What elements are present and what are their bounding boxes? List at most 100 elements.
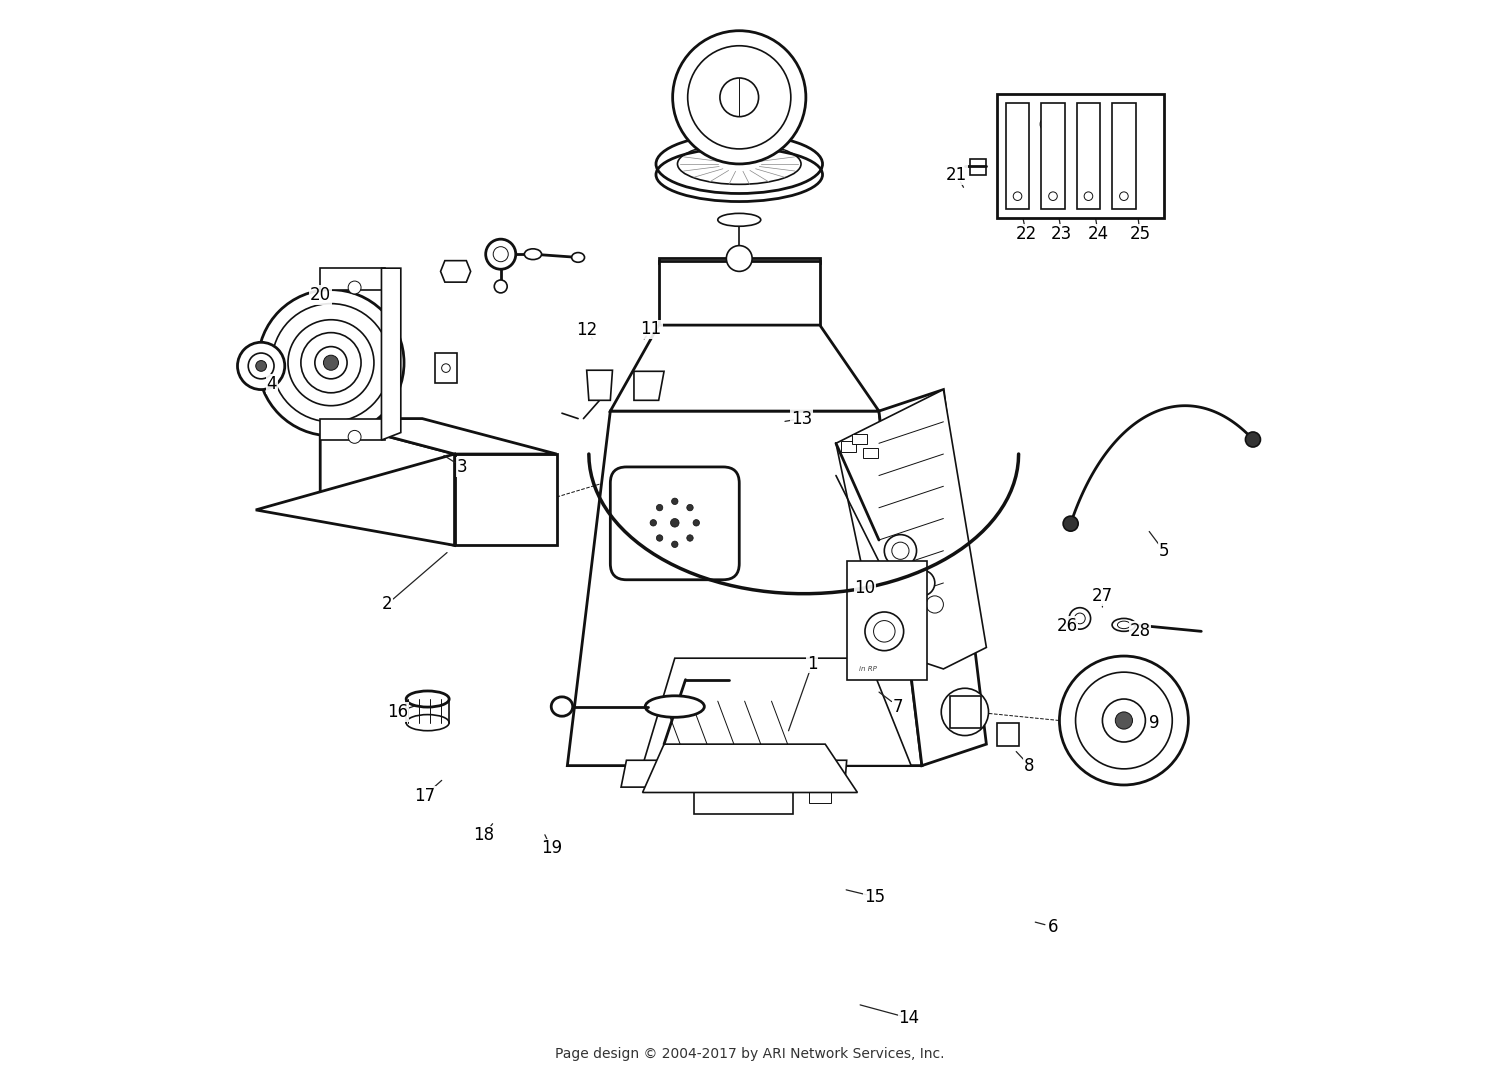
Text: 4: 4 — [267, 375, 278, 393]
Text: 22: 22 — [1016, 225, 1036, 243]
Bar — [435, 353, 456, 383]
Ellipse shape — [645, 696, 705, 717]
Text: ARI: ARI — [630, 458, 870, 579]
Circle shape — [1245, 432, 1260, 447]
Polygon shape — [970, 159, 987, 175]
Polygon shape — [808, 782, 831, 804]
Circle shape — [1070, 608, 1090, 630]
Circle shape — [1059, 656, 1188, 785]
Text: 26: 26 — [1056, 617, 1077, 635]
Circle shape — [494, 246, 508, 261]
Ellipse shape — [1112, 619, 1136, 632]
Text: 19: 19 — [540, 839, 562, 858]
Text: 12: 12 — [576, 322, 597, 339]
Circle shape — [892, 542, 909, 559]
Circle shape — [1074, 613, 1084, 624]
Circle shape — [909, 570, 934, 596]
FancyBboxPatch shape — [610, 467, 740, 580]
Bar — [1077, 103, 1101, 210]
Text: 17: 17 — [414, 786, 435, 805]
Polygon shape — [642, 658, 910, 766]
Text: 14: 14 — [898, 1009, 920, 1027]
Polygon shape — [256, 454, 454, 545]
Circle shape — [258, 289, 404, 435]
Circle shape — [726, 245, 752, 271]
Polygon shape — [586, 370, 612, 401]
Bar — [842, 441, 856, 451]
Text: Page design © 2004-2017 by ARI Network Services, Inc.: Page design © 2004-2017 by ARI Network S… — [555, 1047, 945, 1061]
Text: 21: 21 — [945, 165, 968, 184]
Circle shape — [873, 621, 895, 643]
Circle shape — [926, 596, 944, 613]
Text: 3: 3 — [456, 458, 468, 476]
Circle shape — [272, 303, 390, 422]
Circle shape — [672, 30, 806, 164]
Circle shape — [302, 333, 362, 393]
Text: 8: 8 — [1024, 757, 1035, 774]
Ellipse shape — [718, 214, 760, 227]
Ellipse shape — [656, 134, 822, 193]
Ellipse shape — [678, 144, 801, 185]
Polygon shape — [879, 390, 987, 766]
Text: 16: 16 — [387, 703, 408, 721]
Circle shape — [348, 281, 361, 294]
Ellipse shape — [550, 697, 573, 716]
Circle shape — [720, 78, 759, 117]
Bar — [1005, 103, 1029, 210]
Text: 25: 25 — [1130, 225, 1150, 243]
Text: 9: 9 — [1149, 714, 1160, 731]
Ellipse shape — [406, 715, 448, 731]
Circle shape — [1013, 192, 1022, 201]
Circle shape — [1116, 712, 1132, 729]
Polygon shape — [567, 411, 922, 766]
Circle shape — [288, 320, 374, 406]
Ellipse shape — [1118, 621, 1131, 629]
Circle shape — [672, 541, 678, 548]
Text: 23: 23 — [1052, 225, 1072, 243]
Ellipse shape — [525, 248, 542, 259]
Circle shape — [237, 342, 285, 390]
Ellipse shape — [406, 691, 448, 707]
Text: 24: 24 — [1088, 225, 1108, 243]
Polygon shape — [836, 390, 987, 669]
Text: 6: 6 — [1047, 918, 1058, 935]
Bar — [998, 723, 1018, 746]
Text: 13: 13 — [790, 409, 812, 428]
Circle shape — [348, 431, 361, 443]
Text: 27: 27 — [1092, 586, 1113, 605]
Polygon shape — [642, 744, 858, 793]
Circle shape — [885, 535, 916, 567]
Ellipse shape — [572, 253, 585, 262]
Polygon shape — [454, 454, 556, 545]
Polygon shape — [610, 325, 879, 411]
Bar — [846, 562, 927, 679]
Bar — [1112, 103, 1136, 210]
Circle shape — [256, 361, 267, 372]
Polygon shape — [381, 268, 400, 440]
Polygon shape — [320, 419, 454, 545]
Text: in RP: in RP — [859, 666, 877, 672]
Polygon shape — [634, 372, 664, 401]
Bar — [320, 419, 384, 440]
Circle shape — [954, 701, 975, 723]
Circle shape — [1119, 192, 1128, 201]
Circle shape — [693, 519, 699, 526]
Bar — [320, 268, 384, 289]
Text: 10: 10 — [855, 579, 876, 597]
Text: 15: 15 — [864, 888, 885, 906]
Polygon shape — [320, 419, 556, 454]
Circle shape — [315, 347, 346, 379]
Circle shape — [495, 280, 507, 293]
Bar — [658, 260, 820, 325]
Polygon shape — [696, 789, 718, 809]
Text: 1: 1 — [807, 654, 818, 673]
Bar — [862, 447, 877, 458]
Text: 20: 20 — [309, 286, 332, 305]
Circle shape — [670, 518, 680, 527]
Circle shape — [687, 504, 693, 511]
Circle shape — [441, 364, 450, 373]
Polygon shape — [621, 760, 686, 787]
Circle shape — [1076, 672, 1173, 769]
Circle shape — [687, 45, 790, 149]
Circle shape — [486, 239, 516, 269]
